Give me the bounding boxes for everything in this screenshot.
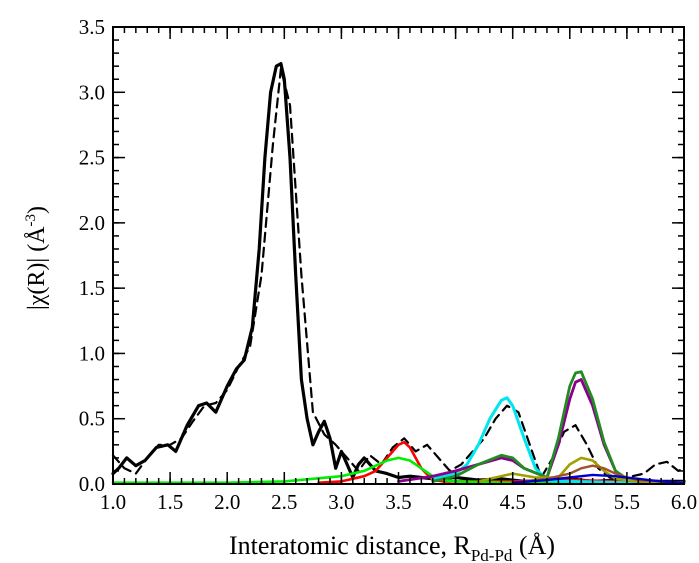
series-line-5: [397, 378, 686, 485]
x-tick-label: 5.5: [614, 490, 640, 514]
x-tick-label: 4.5: [500, 490, 526, 514]
x-tick-labels: 1.0 1.5 2.0 2.5 3.0 3.5 4.0 4.5 5.0 5.5 6.0: [100, 490, 697, 514]
x-tick-label: 2.5: [271, 490, 297, 514]
series-layer: [111, 61, 686, 485]
series-line-1: [111, 67, 686, 480]
x-tick-label: 5.0: [557, 490, 583, 514]
series-line-7: [477, 456, 686, 485]
x-axis-title-unit: (Å): [512, 531, 555, 560]
y-tick-label: 1.0: [79, 341, 105, 365]
y-tick-label: 3.0: [79, 80, 105, 104]
x-tick-label: 3.5: [385, 490, 411, 514]
series-line-4: [431, 396, 686, 485]
y-axis-title-end: ): [24, 206, 50, 214]
y-tick-label: 0.0: [79, 472, 105, 496]
x-tick-label: 1.5: [157, 490, 183, 514]
x-axis-title-main: Interatomic distance, R: [229, 531, 472, 560]
y-axis-title-main: |χ(R)| (Å: [24, 226, 50, 310]
series-line-6: [431, 370, 686, 485]
x-tick-label: 2.0: [214, 490, 240, 514]
y-tick-labels: 0.0 0.5 1.0 1.5 2.0 2.5 3.0 3.5: [79, 15, 105, 496]
series-line-3: [111, 456, 686, 485]
series-line-9: [511, 473, 686, 484]
x-tick-label: 6.0: [671, 490, 697, 514]
y-tick-label: 2.5: [79, 146, 105, 170]
x-tick-label: 4.0: [442, 490, 468, 514]
ticks-layer: [112, 26, 685, 485]
y-tick-label: 0.5: [79, 407, 105, 431]
y-axis-title: |χ(R)| (Å-3): [23, 206, 50, 310]
y-axis-title-superscript: -3: [23, 214, 39, 227]
y-tick-label: 1.5: [79, 276, 105, 300]
y-tick-label: 3.5: [79, 15, 105, 39]
x-axis-title-subscript: Pd-Pd: [471, 546, 513, 563]
x-tick-label: 3.0: [328, 490, 354, 514]
y-tick-label: 2.0: [79, 211, 105, 235]
x-tick-label: 1.0: [100, 490, 126, 514]
x-axis-title: Interatomic distance, RPd-Pd (Å): [229, 531, 555, 563]
